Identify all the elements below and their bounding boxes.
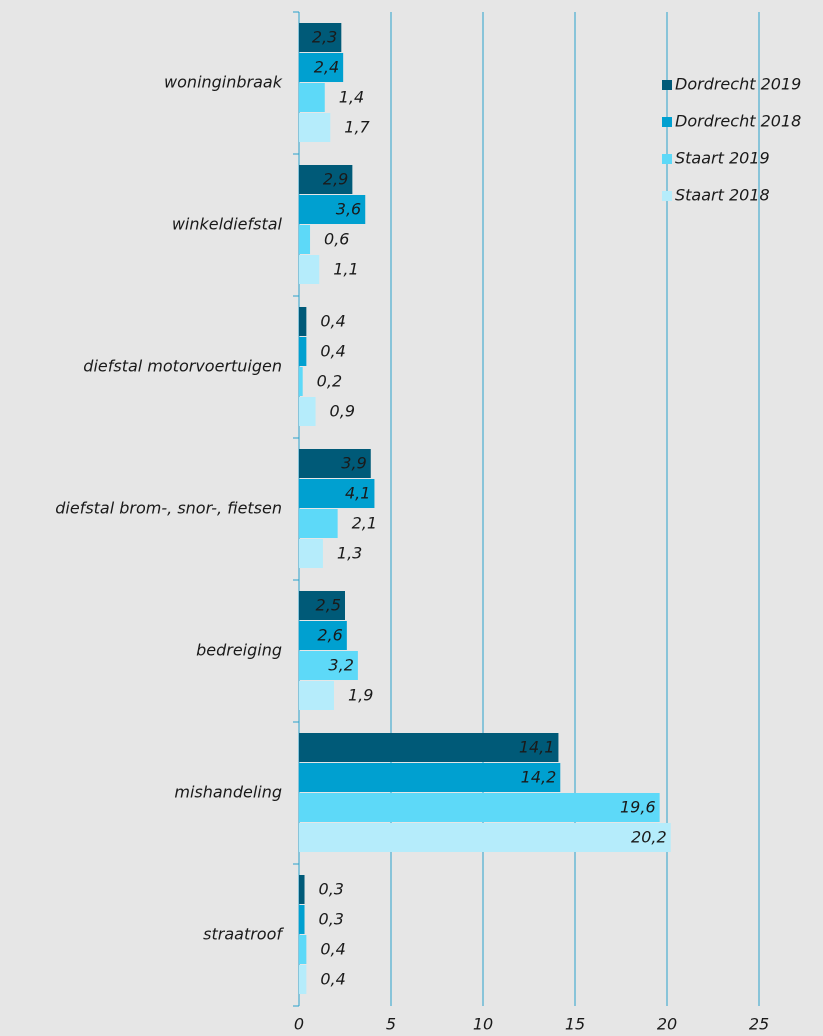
value-label: 0,4: [320, 970, 345, 989]
bar: [299, 681, 334, 710]
category-label: diefstal brom-, snor-, fietsen: [55, 499, 282, 518]
category-label: mishandeling: [174, 783, 282, 802]
value-label: 2,6: [317, 626, 342, 645]
legend-swatch: [662, 191, 672, 201]
x-tick-label: 10: [473, 1015, 493, 1034]
value-label: 14,2: [521, 768, 557, 787]
bar: [299, 905, 305, 934]
value-label: 1,7: [344, 118, 370, 137]
x-tick-label: 20: [657, 1015, 677, 1034]
bar: [299, 255, 320, 284]
value-label: 20,2: [631, 828, 667, 847]
bar: [299, 763, 561, 792]
bar: [299, 397, 316, 426]
legend-swatch: [662, 117, 672, 127]
bar: [299, 509, 338, 538]
x-tick-label: 15: [565, 1015, 585, 1034]
legend-label: Staart 2019: [675, 149, 770, 168]
legend-swatch: [662, 154, 672, 164]
value-label: 0,9: [330, 402, 355, 421]
value-label: 3,9: [341, 454, 366, 473]
value-label: 0,2: [317, 372, 342, 391]
bar: [299, 225, 311, 254]
bar: [299, 165, 353, 194]
value-label: 2,9: [323, 170, 348, 189]
bar: [299, 591, 345, 620]
value-label: 2,1: [352, 514, 377, 533]
bar: [299, 793, 660, 822]
bar: [299, 539, 323, 568]
value-label: 0,3: [319, 910, 344, 929]
value-label: 14,1: [519, 738, 555, 757]
legend-swatch: [662, 80, 672, 90]
bar: [299, 449, 371, 478]
bar: [299, 479, 375, 508]
bar: [299, 83, 325, 112]
value-label: 2,3: [312, 28, 337, 47]
value-label: 2,4: [314, 58, 339, 77]
bar: [299, 823, 671, 852]
category-label: bedreiging: [196, 641, 282, 660]
bar: [299, 337, 307, 366]
category-label: winkeldiefstal: [172, 215, 283, 234]
bar: [299, 935, 307, 964]
value-label: 0,6: [324, 230, 349, 249]
bar: [299, 733, 559, 762]
value-label: 0,4: [320, 940, 345, 959]
bar: [299, 965, 307, 994]
legend-label: Dordrecht 2019: [675, 75, 801, 94]
bar: [299, 875, 305, 904]
x-tick-label: 0: [294, 1015, 304, 1034]
legend-label: Staart 2018: [675, 186, 770, 205]
category-label: straatroof: [203, 925, 284, 944]
x-tick-label: 25: [749, 1015, 769, 1034]
bar: [299, 53, 344, 82]
category-label: woninginbraak: [164, 73, 283, 92]
value-label: 0,4: [320, 342, 345, 361]
value-label: 4,1: [345, 484, 370, 503]
bar: [299, 621, 347, 650]
value-label: 2,5: [316, 596, 341, 615]
bar: [299, 651, 358, 680]
value-label: 0,4: [320, 312, 345, 331]
value-label: 3,2: [328, 656, 353, 675]
value-label: 1,9: [348, 686, 373, 705]
value-label: 19,6: [620, 798, 656, 817]
x-tick-label: 5: [386, 1015, 396, 1034]
bar: [299, 367, 303, 396]
value-label: 1,4: [339, 88, 364, 107]
value-label: 1,3: [337, 544, 362, 563]
bar: [299, 195, 366, 224]
value-label: 3,6: [336, 200, 361, 219]
bar: [299, 113, 331, 142]
value-label: 0,3: [319, 880, 344, 899]
legend-label: Dordrecht 2018: [675, 112, 801, 131]
bar: [299, 307, 307, 336]
category-label: diefstal motorvoertuigen: [83, 357, 282, 376]
bar: [299, 23, 342, 52]
value-label: 1,1: [333, 260, 358, 279]
